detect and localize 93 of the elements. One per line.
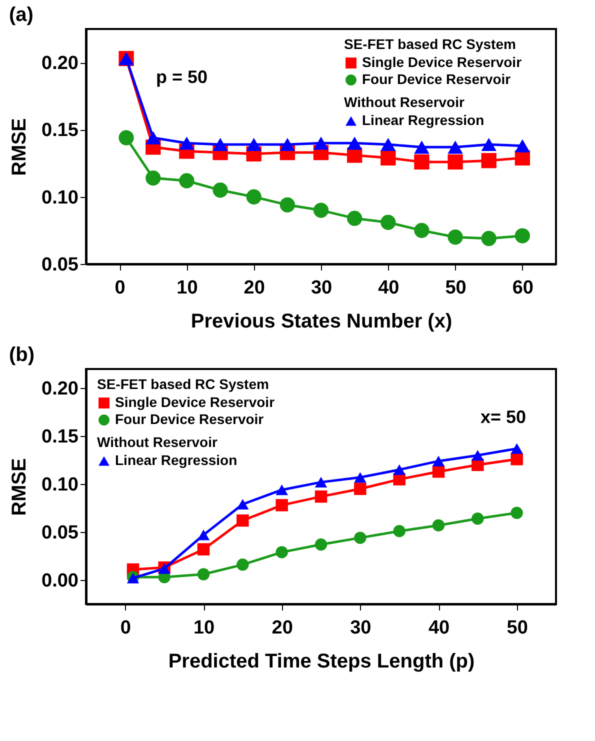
- point: [414, 140, 430, 154]
- point: [472, 450, 484, 461]
- point: [179, 136, 194, 150]
- point: [146, 131, 161, 144]
- point: [432, 456, 445, 466]
- legend-label: Linear Regression: [115, 452, 238, 468]
- point: [448, 230, 463, 245]
- x-tick-label: 20: [272, 618, 293, 638]
- legend-label: Four Device Reservoir: [115, 411, 264, 427]
- x-tick-label: 30: [310, 278, 332, 298]
- point: [314, 476, 328, 488]
- chart-title: (a): [9, 4, 34, 26]
- point: [276, 546, 288, 558]
- point: [481, 230, 496, 246]
- point: [314, 490, 328, 503]
- point: [236, 514, 249, 527]
- text: SE-FET based RC System: [97, 376, 269, 392]
- point: [276, 499, 288, 512]
- point: [514, 139, 530, 152]
- point: [414, 222, 430, 238]
- legend-label: Four Device Reservoir: [362, 71, 512, 87]
- legend-label: Single Device Reservoir: [115, 394, 276, 410]
- legend-label: Single Device Reservoir: [362, 54, 522, 70]
- y-tick-label: 0.10: [42, 187, 78, 208]
- point: [313, 136, 329, 150]
- x-tick-label: 40: [428, 618, 450, 638]
- point: [118, 130, 134, 146]
- text: Without Reservoir: [97, 434, 218, 450]
- text: Without Reservoir: [344, 94, 464, 110]
- point: [280, 138, 296, 152]
- point: [472, 512, 484, 525]
- point: [246, 138, 262, 152]
- x-tick-label: 10: [176, 278, 198, 298]
- point: [393, 464, 406, 476]
- point: [354, 482, 366, 496]
- point: [276, 484, 288, 496]
- x-tick-label: 10: [193, 618, 215, 638]
- x-tick-label: 40: [378, 278, 400, 298]
- y-axis-title: RMSE: [8, 118, 31, 176]
- y-tick-label: 0.05: [42, 522, 79, 544]
- point: [354, 532, 366, 544]
- point: [280, 197, 296, 212]
- y-axis-title: RMSE: [8, 458, 31, 516]
- point: [514, 228, 530, 244]
- x-tick-label: 50: [445, 278, 466, 298]
- point: [510, 453, 523, 466]
- point: [354, 472, 366, 483]
- y-tick-label: 0.20: [42, 378, 78, 400]
- point: [179, 173, 194, 188]
- point: [313, 202, 329, 218]
- y-tick-label: 0.15: [42, 120, 79, 142]
- point: [197, 568, 210, 580]
- x-tick-label: 60: [512, 278, 534, 298]
- annotation: x= 50: [480, 407, 526, 427]
- point: [380, 138, 396, 152]
- point: [380, 150, 396, 166]
- point: [197, 543, 210, 556]
- y-tick-label: 0.00: [42, 570, 78, 592]
- point: [393, 524, 406, 538]
- x-tick-label: 0: [120, 618, 131, 638]
- point: [236, 558, 249, 571]
- x-tick-label: 0: [114, 278, 126, 298]
- point: [146, 170, 161, 186]
- point: [346, 136, 362, 150]
- point: [432, 519, 445, 532]
- x-tick-label: 20: [244, 278, 265, 298]
- x-tick-label: 50: [506, 618, 528, 638]
- x-axis-title: Previous States Number (x): [190, 310, 452, 332]
- point: [212, 182, 228, 198]
- text: SE-FET based RC System: [344, 36, 516, 52]
- point: [481, 153, 496, 168]
- annotation: p = 50: [156, 67, 208, 87]
- point: [510, 506, 523, 519]
- x-axis-title: Predicted Time Steps Length (p): [168, 650, 475, 672]
- point: [448, 154, 463, 170]
- x-tick-label: 30: [350, 618, 372, 638]
- chart-title: (b): [9, 344, 35, 366]
- point: [314, 538, 328, 551]
- point: [246, 189, 262, 204]
- point: [212, 138, 228, 152]
- y-tick-label: 0.10: [42, 474, 78, 496]
- point: [448, 140, 463, 154]
- point: [346, 210, 362, 226]
- point: [414, 154, 430, 170]
- y-tick-label: 0.05: [42, 254, 79, 276]
- point: [432, 466, 445, 478]
- y-tick-label: 0.20: [42, 53, 78, 74]
- point: [380, 214, 396, 230]
- legend-label: Linear Regression: [362, 112, 484, 128]
- point: [236, 498, 249, 510]
- point: [481, 138, 496, 152]
- y-tick-label: 0.15: [42, 426, 79, 448]
- point: [510, 443, 523, 454]
